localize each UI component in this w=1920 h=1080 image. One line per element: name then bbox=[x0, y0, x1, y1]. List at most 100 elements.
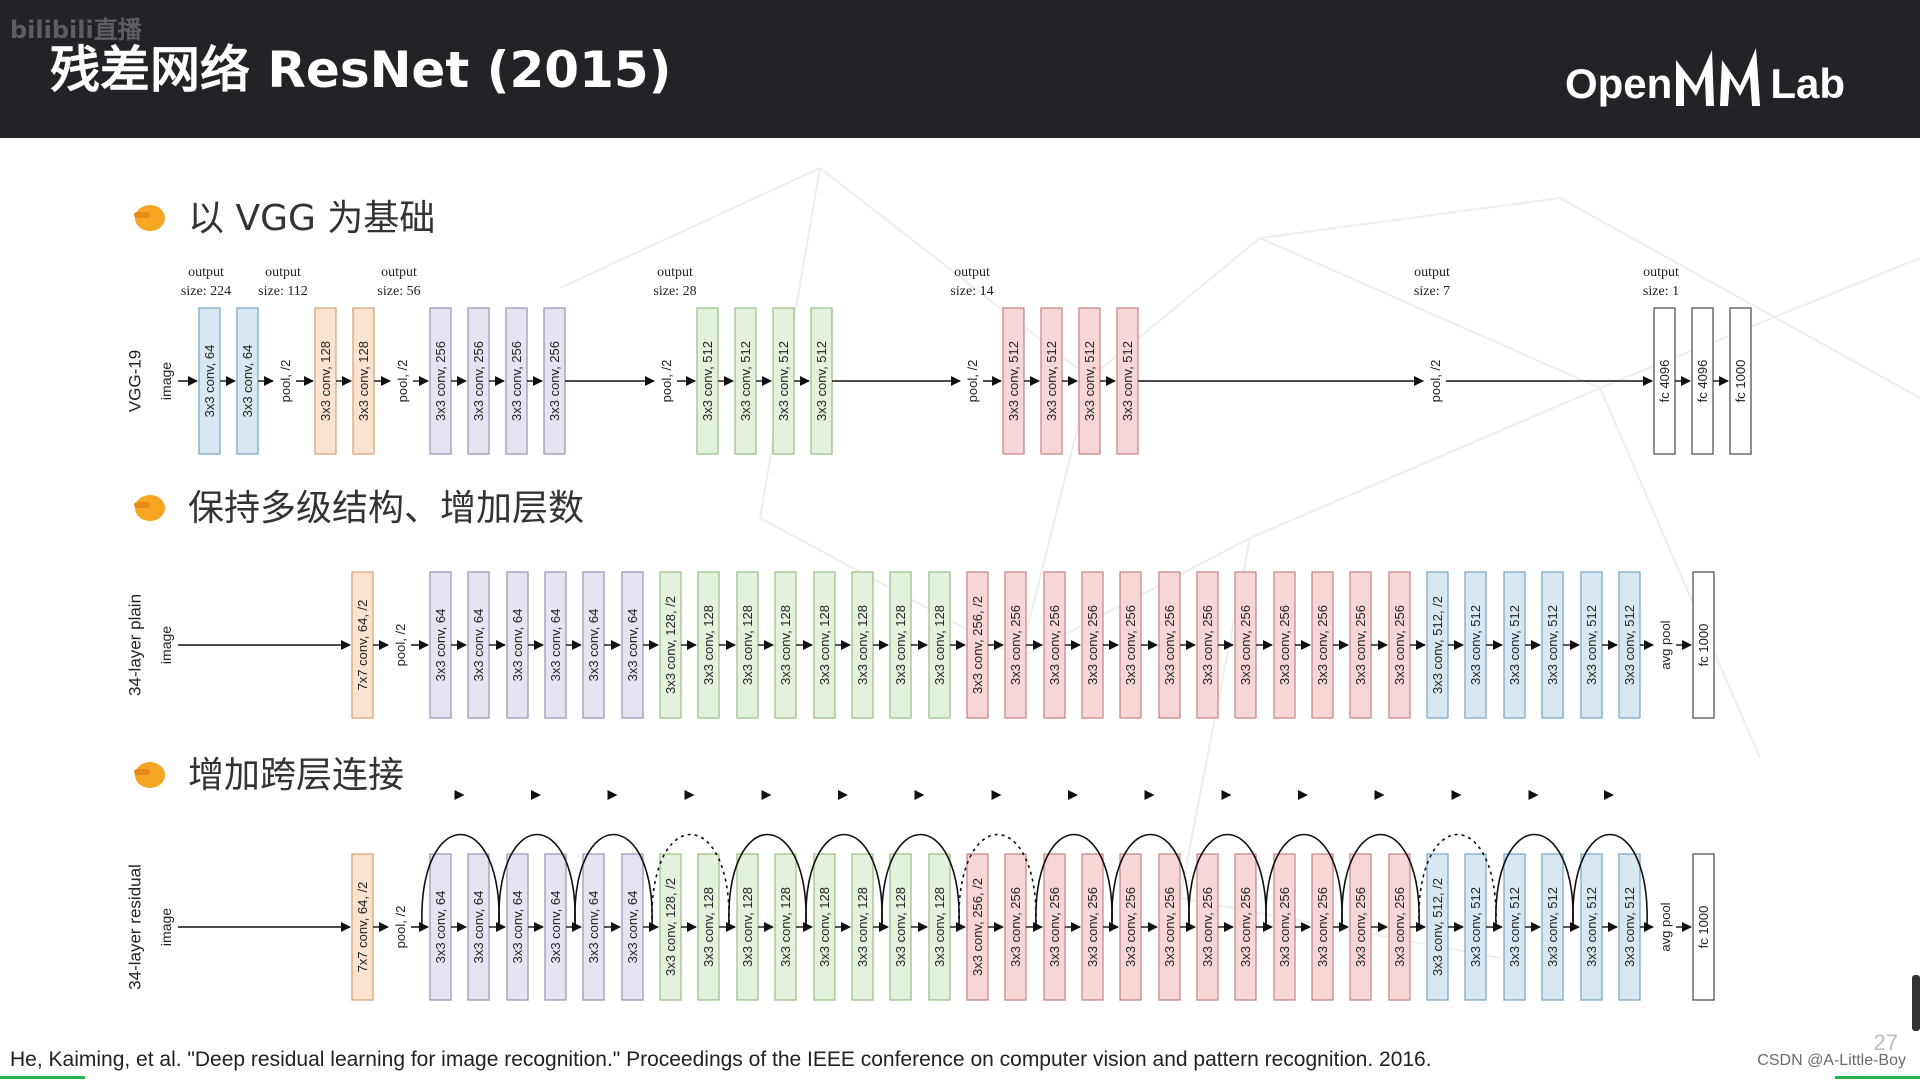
vgg-layer-label: pool, /2 bbox=[965, 360, 980, 403]
vgg-layer-label: fc 1000 bbox=[1733, 360, 1748, 403]
plain-layer-label: 3x3 conv, 256, /2 bbox=[970, 596, 985, 694]
plain-layer-label: 3x3 conv, 256 bbox=[1315, 605, 1330, 685]
residual-layer-block bbox=[1692, 853, 1715, 1001]
residual-layer-label: 3x3 conv, 256 bbox=[1353, 887, 1368, 967]
residual-shortcut-connection bbox=[498, 833, 576, 927]
residual-shortcut-connection bbox=[881, 833, 960, 927]
plain-layer-label: avg pool bbox=[1658, 620, 1673, 669]
residual-layer-label: 3x3 conv, 256 bbox=[1085, 887, 1100, 967]
plain-layer-label: 7x7 conv, 64, /2 bbox=[355, 600, 370, 691]
bullet-pointing-hand-icon bbox=[134, 495, 165, 521]
residual-layer-label: 3x3 conv, 64 bbox=[510, 891, 525, 964]
vgg-layer-label: pool, /2 bbox=[278, 360, 293, 403]
plain-layer-label: 3x3 conv, 256 bbox=[1047, 605, 1062, 685]
residual-shortcut-connection bbox=[1188, 833, 1267, 927]
residual-shortcut-connection bbox=[805, 833, 883, 927]
bullet-pointing-hand-icon bbox=[134, 762, 165, 788]
residual-layer-label: 3x3 conv, 256 bbox=[1315, 887, 1330, 967]
output-size-value: size: 28 bbox=[653, 284, 696, 299]
plain-layer-label: 3x3 conv, 128 bbox=[701, 605, 716, 685]
plain-layer-label: 3x3 conv, 512 bbox=[1584, 605, 1599, 685]
residual-layer-label: 3x3 conv, 512 bbox=[1545, 887, 1560, 967]
plain-layer-label: 3x3 conv, 64 bbox=[471, 609, 486, 682]
bilibili-watermark: bilibili直播 bbox=[10, 16, 142, 44]
plain-layer-label: 3x3 conv, 128 bbox=[778, 605, 793, 685]
residual-layer-label: 3x3 conv, 256 bbox=[1123, 887, 1138, 967]
residual-layer-label: fc 1000 bbox=[1696, 906, 1711, 949]
residual-shortcut-connection bbox=[728, 833, 807, 927]
vgg-layer-label: 3x3 conv, 512 bbox=[1006, 341, 1021, 421]
vgg-layer-label: 3x3 conv, 128 bbox=[318, 341, 333, 421]
bullet-text: 增加跨层连接 bbox=[188, 755, 404, 796]
vgg-layer-label: 3x3 conv, 512 bbox=[1082, 341, 1097, 421]
residual-row-label: 34-layer residual bbox=[126, 864, 145, 990]
plain-layer-label: 3x3 conv, 128 bbox=[740, 605, 755, 685]
residual-layer-label: 3x3 conv, 128 bbox=[740, 887, 755, 967]
residual-layer-label: 3x3 conv, 128 bbox=[817, 887, 832, 967]
page-number: 27 bbox=[1873, 1030, 1898, 1055]
vgg-layer-label: pool, /2 bbox=[395, 360, 410, 403]
residual-layer-label: 3x3 conv, 256 bbox=[1008, 887, 1023, 967]
shortcut-arrowhead bbox=[1221, 790, 1232, 800]
shortcut-arrowhead bbox=[1298, 790, 1308, 800]
output-size-value: size: 1 bbox=[1643, 284, 1679, 299]
plain-layer-label: 3x3 conv, 128 bbox=[817, 605, 832, 685]
plain-layer-label: 3x3 conv, 512, /2 bbox=[1430, 596, 1445, 694]
vgg-layer-label: 3x3 conv, 512 bbox=[700, 341, 715, 421]
plain-layer-block bbox=[1692, 571, 1715, 719]
vgg-layer-label: fc 4096 bbox=[1657, 360, 1672, 403]
residual-layer-label: 3x3 conv, 128 bbox=[855, 887, 870, 967]
plain-layer-label: pool, /2 bbox=[393, 624, 408, 667]
vgg-row-label: VGG-19 bbox=[126, 350, 145, 412]
residual-layer-label: 3x3 conv, 256 bbox=[1200, 887, 1215, 967]
plain-layer-label: 3x3 conv, 256 bbox=[1123, 605, 1138, 685]
shortcut-arrowhead bbox=[1451, 790, 1462, 800]
logo-text-open: Open bbox=[1564, 60, 1673, 107]
pointing-hand-icon bbox=[135, 205, 165, 231]
residual-layer-label: 3x3 conv, 64 bbox=[625, 891, 640, 964]
shortcut-arrowhead bbox=[914, 790, 925, 800]
plain-layer-label: 3x3 conv, 128 bbox=[893, 605, 908, 685]
pointing-hand-icon bbox=[135, 495, 165, 521]
residual-layer-label: 3x3 conv, 512 bbox=[1584, 887, 1599, 967]
plain-layer-label: 3x3 conv, 64 bbox=[510, 609, 525, 682]
residual-layer-label: 3x3 conv, 512 bbox=[1622, 887, 1637, 967]
csdn-credit: CSDN @A-Little-Boy bbox=[1757, 1052, 1906, 1069]
accent-bar-left bbox=[0, 1076, 85, 1079]
shortcut-arrowhead bbox=[991, 790, 1002, 800]
plain-layer-label: 3x3 conv, 256 bbox=[1238, 605, 1253, 685]
vgg-layer-label: 3x3 conv, 512 bbox=[1120, 341, 1135, 421]
residual-layer-label: 3x3 conv, 128 bbox=[932, 887, 947, 967]
scroll-handle[interactable] bbox=[1912, 975, 1920, 1031]
output-size-label: output bbox=[954, 265, 990, 280]
residual-shortcut-connection bbox=[1572, 833, 1648, 927]
plain-layer-label: 3x3 conv, 512 bbox=[1507, 605, 1522, 685]
residual-shortcut-connection bbox=[574, 833, 653, 927]
residual-layer-label: 3x3 conv, 256 bbox=[1277, 887, 1292, 967]
residual-layer-label: pool, /2 bbox=[393, 906, 408, 949]
residual-shortcut-connection bbox=[651, 833, 730, 927]
output-size-value: size: 14 bbox=[950, 284, 993, 299]
residual-shortcut-connection bbox=[1035, 833, 1113, 927]
output-size-value: size: 112 bbox=[258, 284, 308, 299]
vgg-layer-label: 3x3 conv, 64 bbox=[202, 345, 217, 418]
output-size-value: size: 56 bbox=[377, 284, 420, 299]
slide-header: bilibili直播 残差网络 ResNet (2015) Open Lab bbox=[0, 0, 1920, 138]
shortcut-arrowhead bbox=[761, 790, 772, 800]
plain-layer-label: 3x3 conv, 256 bbox=[1162, 605, 1177, 685]
residual-layer-label: 3x3 conv, 256 bbox=[1238, 887, 1253, 967]
residual-layer-label: 3x3 conv, 64 bbox=[471, 891, 486, 964]
vgg-layer-label: 3x3 conv, 128 bbox=[356, 341, 371, 421]
residual-layer-label: 3x3 conv, 256 bbox=[1047, 887, 1062, 967]
output-size-label: output bbox=[381, 265, 417, 280]
bullet-pointing-hand-icon bbox=[134, 205, 165, 231]
plain-layer-label: fc 1000 bbox=[1696, 624, 1711, 667]
residual-layer-label: 3x3 conv, 128 bbox=[701, 887, 716, 967]
plain-layer-label: 3x3 conv, 128, /2 bbox=[663, 596, 678, 694]
plain-layer-label: 3x3 conv, 128 bbox=[855, 605, 870, 685]
output-size-label: output bbox=[657, 265, 693, 280]
plain-layer-label: 3x3 conv, 64 bbox=[625, 609, 640, 682]
output-size-label: output bbox=[265, 265, 301, 280]
page-title: 残差网络 ResNet (2015) bbox=[50, 41, 672, 99]
